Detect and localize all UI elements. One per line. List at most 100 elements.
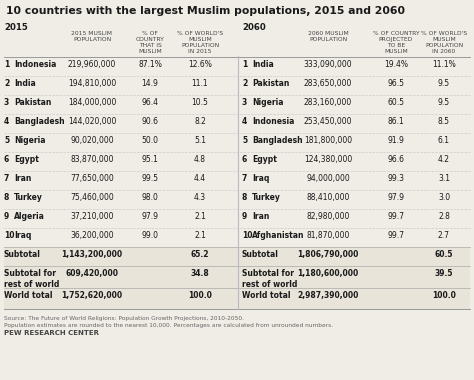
Text: 99.0: 99.0 (142, 231, 158, 240)
Text: 7: 7 (4, 174, 9, 183)
Text: 6.1: 6.1 (438, 136, 450, 145)
Text: 39.5: 39.5 (435, 269, 453, 278)
Text: 75,460,000: 75,460,000 (70, 193, 114, 202)
Text: Subtotal for
rest of world: Subtotal for rest of world (242, 269, 297, 289)
Bar (4, 247, 470, 309)
Text: 90,020,000: 90,020,000 (70, 136, 114, 145)
Text: 96.4: 96.4 (142, 98, 158, 107)
Text: 2: 2 (242, 79, 247, 88)
Text: 9.5: 9.5 (438, 79, 450, 88)
Text: 144,020,000: 144,020,000 (68, 117, 116, 126)
Text: 98.0: 98.0 (142, 193, 158, 202)
Text: Algeria: Algeria (14, 212, 45, 221)
Text: 283,160,000: 283,160,000 (304, 98, 352, 107)
Text: 99.5: 99.5 (142, 174, 158, 183)
Text: 50.0: 50.0 (142, 136, 158, 145)
Text: 5: 5 (4, 136, 9, 145)
Text: 6: 6 (242, 155, 247, 164)
Text: % OF COUNTRY
PROJECTED
TO BE
MUSLIM: % OF COUNTRY PROJECTED TO BE MUSLIM (373, 31, 419, 54)
Text: 4.4: 4.4 (194, 174, 206, 183)
Text: 4: 4 (4, 117, 9, 126)
Text: 1,180,600,000: 1,180,600,000 (297, 269, 359, 278)
Text: 4.3: 4.3 (194, 193, 206, 202)
Text: 65.2: 65.2 (191, 250, 209, 259)
Text: 609,420,000: 609,420,000 (65, 269, 118, 278)
Text: 3: 3 (4, 98, 9, 107)
Text: 99.7: 99.7 (388, 231, 404, 240)
Text: Nigeria: Nigeria (14, 136, 46, 145)
Text: 37,210,000: 37,210,000 (70, 212, 114, 221)
Text: Source: The Future of World Religions: Population Growth Projections, 2010-2050.: Source: The Future of World Religions: P… (4, 316, 333, 328)
Text: 184,000,000: 184,000,000 (68, 98, 116, 107)
Text: Nigeria: Nigeria (252, 98, 283, 107)
Text: 99.3: 99.3 (388, 174, 404, 183)
Text: 7: 7 (242, 174, 247, 183)
Text: 4: 4 (242, 117, 247, 126)
Text: Turkey: Turkey (252, 193, 281, 202)
Text: 11.1: 11.1 (191, 79, 208, 88)
Text: 97.9: 97.9 (388, 193, 404, 202)
Text: 8: 8 (242, 193, 247, 202)
Text: Subtotal: Subtotal (242, 250, 279, 259)
Text: 2,987,390,000: 2,987,390,000 (297, 291, 359, 300)
Text: 10.5: 10.5 (191, 98, 209, 107)
Text: 36,200,000: 36,200,000 (70, 231, 114, 240)
Text: Iraq: Iraq (252, 174, 269, 183)
Text: Iran: Iran (14, 174, 31, 183)
Text: 5: 5 (242, 136, 247, 145)
Text: 88,410,000: 88,410,000 (306, 193, 350, 202)
Text: 94,000,000: 94,000,000 (306, 174, 350, 183)
Text: % OF
COUNTRY
THAT IS
MUSLIM: % OF COUNTRY THAT IS MUSLIM (136, 31, 164, 54)
Text: 8: 8 (4, 193, 9, 202)
Text: Turkey: Turkey (14, 193, 43, 202)
Text: 60.5: 60.5 (435, 250, 453, 259)
Text: 90.6: 90.6 (142, 117, 158, 126)
Text: 3.1: 3.1 (438, 174, 450, 183)
Text: Pakistan: Pakistan (252, 79, 289, 88)
Text: 8.5: 8.5 (438, 117, 450, 126)
Text: 100.0: 100.0 (432, 291, 456, 300)
Text: 219,960,000: 219,960,000 (68, 60, 116, 69)
Text: 283,650,000: 283,650,000 (304, 79, 352, 88)
Text: 77,650,000: 77,650,000 (70, 174, 114, 183)
Text: 1: 1 (4, 60, 9, 69)
Text: 91.9: 91.9 (388, 136, 404, 145)
Text: 1: 1 (242, 60, 247, 69)
Text: Afghanistan: Afghanistan (252, 231, 304, 240)
Text: India: India (252, 60, 274, 69)
Text: 2: 2 (4, 79, 9, 88)
Text: India: India (14, 79, 36, 88)
Text: 14.9: 14.9 (142, 79, 158, 88)
Text: 2.8: 2.8 (438, 212, 450, 221)
Text: Iraq: Iraq (14, 231, 31, 240)
Text: Bangladesh: Bangladesh (252, 136, 302, 145)
Text: 87.1%: 87.1% (138, 60, 162, 69)
Text: 181,800,000: 181,800,000 (304, 136, 352, 145)
Text: Bangladesh: Bangladesh (14, 117, 64, 126)
Text: 86.1: 86.1 (388, 117, 404, 126)
Text: 1,143,200,000: 1,143,200,000 (62, 250, 123, 259)
Text: 99.7: 99.7 (388, 212, 404, 221)
Text: 2015: 2015 (4, 23, 28, 32)
Text: 10 countries with the largest Muslim populations, 2015 and 2060: 10 countries with the largest Muslim pop… (6, 6, 405, 16)
Text: 1,752,620,000: 1,752,620,000 (62, 291, 123, 300)
Text: Indonesia: Indonesia (14, 60, 56, 69)
Text: Egypt: Egypt (252, 155, 277, 164)
Text: 9.5: 9.5 (438, 98, 450, 107)
Text: 10: 10 (4, 231, 15, 240)
Text: 3: 3 (242, 98, 247, 107)
Text: 4.2: 4.2 (438, 155, 450, 164)
Text: 3.0: 3.0 (438, 193, 450, 202)
Text: % OF WORLD'S
MUSLIM
POPULATION
IN 2060: % OF WORLD'S MUSLIM POPULATION IN 2060 (421, 31, 467, 54)
Text: 100.0: 100.0 (188, 291, 212, 300)
Text: 4.8: 4.8 (194, 155, 206, 164)
Text: 34.8: 34.8 (191, 269, 210, 278)
Text: 97.9: 97.9 (142, 212, 158, 221)
Text: 96.6: 96.6 (388, 155, 404, 164)
Text: 19.4%: 19.4% (384, 60, 408, 69)
Text: PEW RESEARCH CENTER: PEW RESEARCH CENTER (4, 330, 99, 336)
Text: 194,810,000: 194,810,000 (68, 79, 116, 88)
Text: Egypt: Egypt (14, 155, 39, 164)
Text: Subtotal: Subtotal (4, 250, 41, 259)
Text: 2060 MUSLIM
POPULATION: 2060 MUSLIM POPULATION (308, 31, 348, 42)
